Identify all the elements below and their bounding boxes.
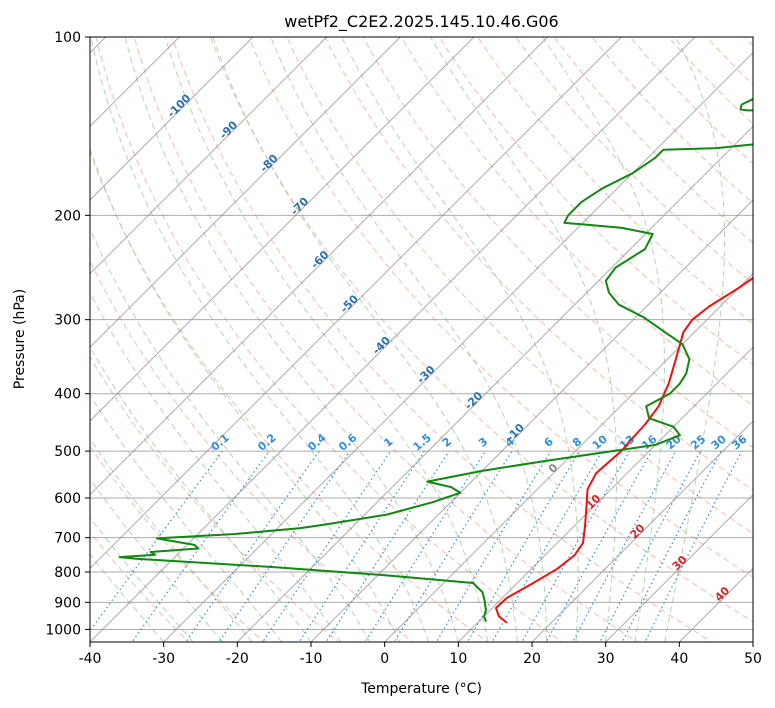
sounding-profiles (118, 97, 753, 624)
x-tick-label: -10 (300, 651, 323, 667)
y-tick-label: 700 (54, 531, 81, 547)
isotherm-line (236, 125, 753, 642)
y-tick-label: 200 (54, 208, 81, 224)
mixing-ratio-line (393, 450, 513, 642)
moist-adiabat-line (90, 553, 165, 642)
y-tick-label: 900 (54, 595, 81, 611)
x-tick-label: 10 (449, 651, 467, 667)
moist-adiabat-line (90, 291, 341, 642)
y-tick-label: 300 (54, 313, 81, 329)
y-tick-label: 400 (54, 387, 81, 403)
moist-adiabat-line (90, 478, 223, 642)
moist-adiabat-line (430, 37, 617, 642)
isotherm-line (90, 37, 475, 422)
y-axis-label: Pressure (hPa) (12, 289, 28, 389)
moist-adiabat-line (90, 394, 282, 642)
moist-adiabat-line (664, 37, 726, 642)
moist-adiabat-line (90, 227, 371, 642)
isotherm-line (163, 51, 753, 642)
moist-adiabat-line (90, 516, 194, 642)
y-tick-label: 100 (54, 30, 81, 46)
isotherm-line (310, 199, 753, 642)
plot-frame (89, 36, 754, 643)
moist-adiabat-line (90, 37, 430, 642)
y-tick-label: 500 (54, 444, 81, 460)
mixing-ratio-line (521, 450, 631, 642)
mixing-ratio-line (644, 450, 743, 642)
moist-adiabat-line (212, 37, 518, 642)
isotherm-line (531, 420, 753, 642)
moist-adiabat-line (124, 37, 459, 642)
isotherm-line (457, 346, 753, 642)
moist-adiabat-line (90, 437, 253, 642)
isotherm-line (90, 37, 328, 275)
x-axis-label: Temperature (°C) (360, 681, 482, 697)
dry-adiabat-line (90, 259, 414, 642)
y-tick-label: 800 (54, 565, 81, 581)
grid-lines (90, 37, 753, 642)
isotherm-line (90, 37, 549, 496)
temperature-line (495, 276, 753, 624)
isotherm-line (605, 493, 753, 642)
y-tick-label: 1000 (45, 622, 81, 638)
x-tick-label: 0 (380, 651, 389, 667)
x-tick-label: 50 (744, 651, 762, 667)
mixing-ratio-line (90, 450, 223, 632)
mixing-ratio-line (298, 450, 425, 642)
x-tick-label: -30 (152, 651, 175, 667)
moist-adiabat-line (542, 37, 665, 642)
x-tick-label: 30 (597, 651, 615, 667)
x-tick-label: -20 (226, 651, 249, 667)
isotherm-line (90, 37, 254, 201)
y-tick-label: 600 (54, 491, 81, 507)
isotherm-line (90, 37, 696, 642)
dewpoint-line (118, 97, 753, 622)
moist-adiabat-line (341, 37, 579, 642)
mixing-ratio-line (218, 450, 351, 642)
x-tick-label: 40 (670, 651, 688, 667)
mixing-ratio-line (325, 450, 450, 642)
axis-ticks: -40 -30 -20 -10 0 10 20 30 40 50 100 200 300 400 500 60… (45, 30, 762, 667)
mixing-ratio-line (435, 450, 552, 642)
x-tick-label: 20 (523, 651, 541, 667)
x-tick-label: -40 (79, 651, 102, 667)
dry-adiabat-line (90, 150, 489, 642)
chart-title: wetPf2_C2E2.2025.145.10.46.G06 (284, 12, 558, 32)
moist-adiabat-line (164, 37, 489, 642)
mixing-ratio-line (621, 450, 722, 642)
isotherm-line (90, 37, 401, 349)
isotherm-line (90, 37, 622, 570)
isotherm-line (384, 272, 753, 642)
